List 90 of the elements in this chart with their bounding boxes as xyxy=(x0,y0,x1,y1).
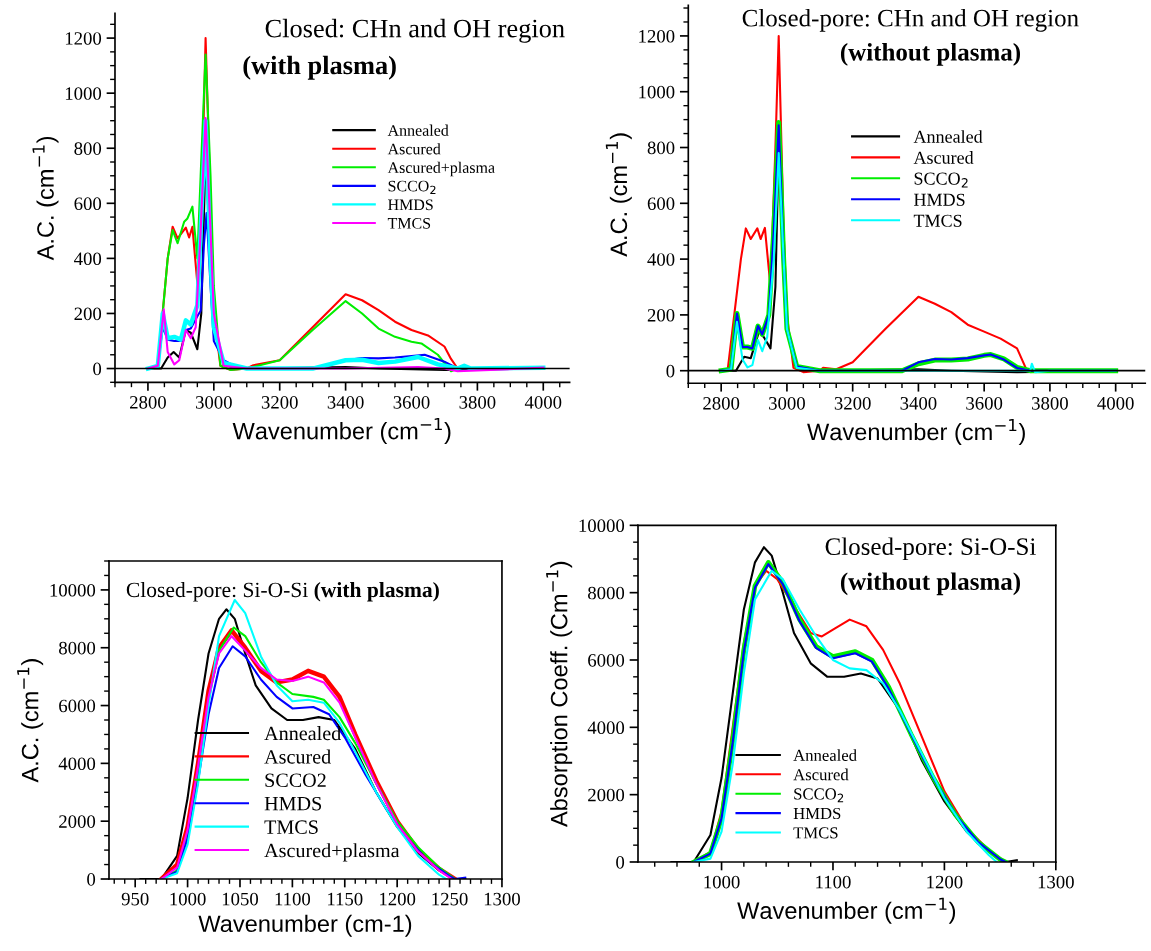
y-tick-label: 800 xyxy=(647,141,675,155)
y-tick-label: 10000 xyxy=(579,519,625,533)
y-tick-label: 6000 xyxy=(588,654,625,667)
legend-label: TMCS xyxy=(264,820,318,834)
y-tick-label: 8000 xyxy=(588,586,625,600)
x-tick-label: 1100 xyxy=(275,892,311,906)
chart-title: Closed-pore: Si-O-Si xyxy=(825,537,1036,561)
legend-label: TMCS xyxy=(913,214,962,227)
y-tick-label: 600 xyxy=(647,197,675,210)
x-axis-title: Wavenumber (cm$^{−1}$) xyxy=(232,418,451,445)
y-tick-label: 2000 xyxy=(59,815,96,828)
x-tick-label: 3400 xyxy=(900,396,937,410)
legend-label: Annealed xyxy=(913,130,983,143)
legend-label: SCCO$_{2}$ xyxy=(914,172,968,188)
y-tick-label: 1000 xyxy=(65,87,102,100)
y-tick-label: 200 xyxy=(647,308,675,322)
y-axis-title: A.C. (cm$^{−1}$) xyxy=(17,659,44,783)
y-tick-label: 2000 xyxy=(588,788,625,802)
y-tick-label: 6000 xyxy=(59,699,96,713)
y-tick-label: 4000 xyxy=(587,721,625,735)
x-tick-label: 3600 xyxy=(966,396,1003,410)
legend-label: Ascured xyxy=(913,151,974,164)
legend-label: Ascured xyxy=(387,143,441,155)
chart-title: Closed: CHn and OH region xyxy=(265,18,565,43)
legend-label: TMCS xyxy=(387,218,431,229)
legend-label: SCCO2 xyxy=(265,773,326,788)
legend-label: Annealed xyxy=(793,749,857,761)
text: (with plasma) xyxy=(243,55,396,80)
chart-title: Closed-pore: CHn and OH region xyxy=(742,9,1079,32)
x-tick-label: 3400 xyxy=(327,396,364,409)
x-tick-label: 1300 xyxy=(1038,875,1074,889)
text: (with plasma) xyxy=(314,581,439,602)
y-tick-label: 1000 xyxy=(639,85,675,99)
legend-label: Annealed xyxy=(387,124,449,136)
y-tick-label: 1200 xyxy=(65,32,102,45)
y-tick-label: 10000 xyxy=(50,583,96,597)
x-tick-label: 4000 xyxy=(524,396,562,409)
y-tick-label: 4000 xyxy=(58,757,96,771)
y-tick-label: 600 xyxy=(74,197,102,211)
x-axis-title: Wavenumber (cm-1) xyxy=(198,914,412,937)
x-tick-label: 1000 xyxy=(170,892,206,906)
legend-label: HMDS xyxy=(793,807,841,820)
y-tick-label: 0 xyxy=(87,873,96,886)
x-tick-label: 1200 xyxy=(380,892,416,906)
x-tick-label: 4000 xyxy=(1097,396,1134,410)
x-axis-title: Wavenumber (cm$^{−1}$) xyxy=(737,897,956,924)
legend-label: HMDS xyxy=(264,796,322,811)
legend-label: Ascured xyxy=(793,768,849,781)
x-tick-label: 1050 xyxy=(222,892,259,906)
text: (without plasma) xyxy=(840,43,1021,66)
x-tick-label: 1000 xyxy=(704,875,740,889)
text: Closed-pore: Si-O-Si xyxy=(126,581,308,602)
y-tick-label: 1200 xyxy=(639,29,675,43)
y-axis-title: Absorption Coeff. (Cm$^{−1}$) xyxy=(546,561,573,828)
y-tick-label: 0 xyxy=(616,856,625,869)
legend-label: HMDS xyxy=(914,193,965,206)
y-tick-label: 0 xyxy=(93,362,102,376)
y-tick-label: 8000 xyxy=(59,641,96,655)
x-tick-label: 3000 xyxy=(769,396,805,410)
x-tick-label: 1200 xyxy=(927,875,963,889)
y-tick-label: 400 xyxy=(74,252,102,266)
x-tick-label: 1250 xyxy=(432,892,468,906)
x-tick-label: 1150 xyxy=(328,892,363,906)
legend-label: Annealed xyxy=(264,726,342,741)
y-tick-label: 400 xyxy=(647,253,675,266)
legend-label: HMDS xyxy=(388,199,433,211)
x-tick-label: 3200 xyxy=(834,396,871,410)
x-tick-label: 2800 xyxy=(130,396,166,409)
legend-label: SCCO$_{2}$ xyxy=(388,180,436,194)
x-tick-label: 3600 xyxy=(393,396,430,409)
y-tick-label: 0 xyxy=(666,364,675,378)
x-axis-title: Wavenumber (cm$^{−1}$) xyxy=(807,419,1025,445)
text: (without plasma) xyxy=(840,572,1021,596)
x-tick-label: 3200 xyxy=(261,396,298,409)
legend-label: TMCS xyxy=(793,827,838,839)
x-tick-label: 1300 xyxy=(484,892,520,906)
legend-label: Ascured xyxy=(264,749,331,764)
x-tick-label: 1100 xyxy=(816,875,851,889)
x-tick-label: 950 xyxy=(121,892,149,906)
x-tick-label: 2800 xyxy=(703,396,740,410)
y-axis-title: A.C. (cm$^{−1}$) xyxy=(32,136,59,261)
y-axis-title: A.C. (cm$^{−1}$) xyxy=(605,133,632,257)
x-tick-label: 3800 xyxy=(459,396,496,409)
x-tick-label: 3800 xyxy=(1032,396,1068,410)
x-tick-label: 3000 xyxy=(195,396,232,409)
legend-label: SCCO$_{2}$ xyxy=(794,788,844,803)
y-tick-label: 200 xyxy=(74,307,102,321)
legend-label: Ascured+plasma xyxy=(387,161,495,177)
y-tick-label: 800 xyxy=(74,142,102,155)
legend-label: Ascured+plasma xyxy=(264,843,400,862)
